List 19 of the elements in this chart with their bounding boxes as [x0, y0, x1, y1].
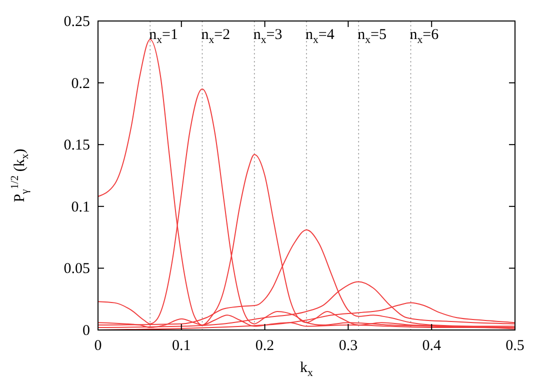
x-tick-label: 0.5	[506, 338, 524, 354]
x-tick-label: 0.4	[422, 338, 442, 354]
y-tick-label: 0.05	[64, 261, 90, 278]
y-tick-label: 0.15	[64, 138, 90, 154]
annotation: n$_{x}$=6	[410, 27, 440, 46]
x-tick-label: 0.3	[338, 338, 358, 354]
y-tick-label: 0.2	[71, 76, 90, 92]
y-tick-label: 0.25	[64, 14, 90, 30]
annotation: n$_{x}$=2	[201, 27, 230, 46]
x-tick-label: 0	[94, 338, 102, 354]
annotation: n$_{x}$=4	[306, 27, 335, 46]
annotation: n$_{x}$=1	[149, 27, 178, 46]
y-tick-label: 0.1	[71, 199, 90, 216]
y-tick-label: 0	[82, 323, 90, 339]
x-tick-label: 0.1	[172, 338, 191, 354]
annotation: n$_{x}$=5	[358, 27, 386, 46]
x-tick-label: 0.2	[255, 338, 274, 354]
x-axis-title: k$_{x}$	[300, 360, 314, 379]
annotation: n$_{x}$=3	[253, 27, 282, 46]
